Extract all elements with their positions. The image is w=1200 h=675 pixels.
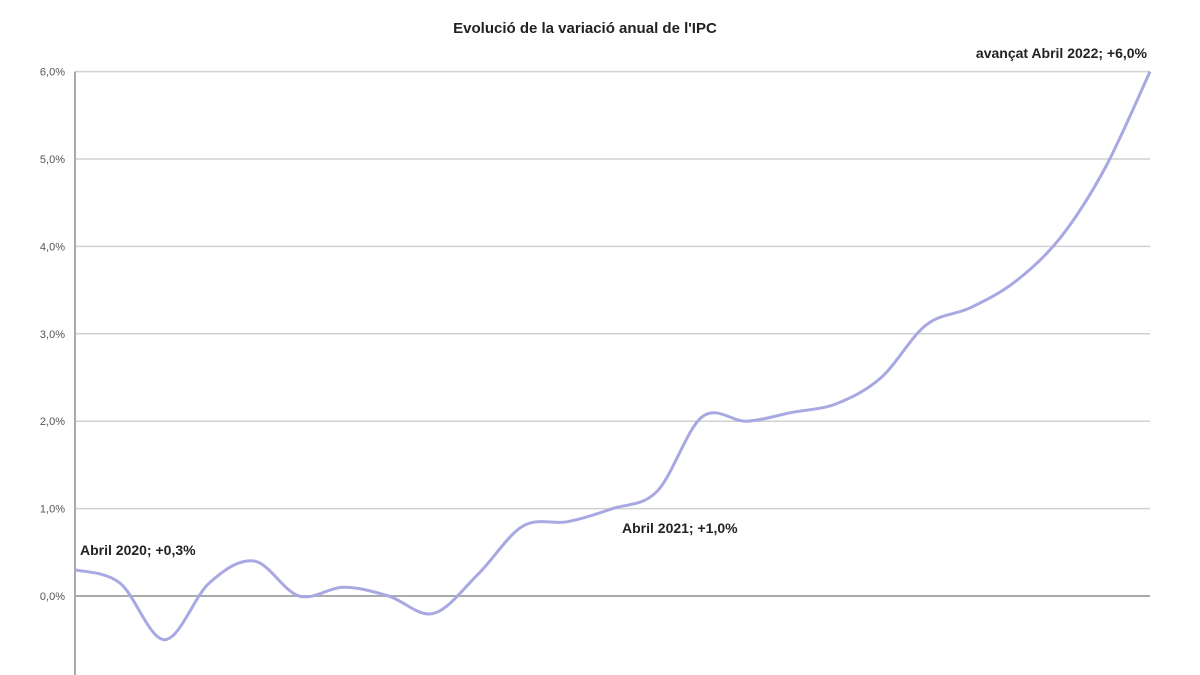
chart-title: Evolució de la variació anual de l'IPC: [453, 20, 717, 37]
y-tick-label: 0,0%: [40, 591, 65, 603]
y-tick-label: 3,0%: [40, 329, 65, 341]
y-tick-label: 4,0%: [40, 241, 65, 253]
y-tick-label: 2,0%: [40, 416, 65, 428]
annotation-label: avançat Abril 2022; +6,0%: [976, 45, 1148, 61]
annotation-label: Abril 2020; +0,3%: [80, 542, 196, 558]
y-tick-label: 6,0%: [40, 67, 65, 79]
series-line: [74, 70, 1152, 642]
y-tick-label: 5,0%: [40, 154, 65, 166]
y-tick-label: 1,0%: [40, 504, 65, 516]
annotation-label: Abril 2021; +1,0%: [622, 520, 738, 536]
